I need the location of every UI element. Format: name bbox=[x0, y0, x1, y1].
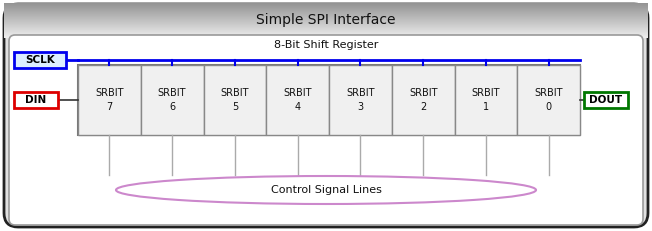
Bar bbox=[14, 92, 58, 108]
Text: SRBIT
7: SRBIT 7 bbox=[95, 88, 124, 112]
Ellipse shape bbox=[116, 176, 536, 204]
Bar bbox=[454, 65, 517, 135]
Bar bbox=[517, 65, 580, 135]
Text: SCLK: SCLK bbox=[25, 55, 55, 65]
Text: SRBIT
4: SRBIT 4 bbox=[284, 88, 312, 112]
Text: Simple SPI Interface: Simple SPI Interface bbox=[256, 13, 396, 27]
Bar bbox=[584, 92, 628, 108]
Text: DOUT: DOUT bbox=[589, 95, 623, 105]
Bar bbox=[266, 65, 329, 135]
Bar bbox=[392, 65, 454, 135]
Text: SRBIT
5: SRBIT 5 bbox=[220, 88, 249, 112]
Bar bbox=[14, 52, 66, 68]
Text: SRBIT
1: SRBIT 1 bbox=[471, 88, 500, 112]
FancyBboxPatch shape bbox=[4, 4, 648, 227]
Text: DIN: DIN bbox=[25, 95, 47, 105]
Text: SRBIT
2: SRBIT 2 bbox=[409, 88, 437, 112]
Text: 8-Bit Shift Register: 8-Bit Shift Register bbox=[274, 40, 378, 50]
Bar bbox=[78, 65, 580, 135]
Bar bbox=[78, 65, 141, 135]
Text: SRBIT
6: SRBIT 6 bbox=[158, 88, 186, 112]
Bar bbox=[203, 65, 266, 135]
Bar bbox=[329, 65, 392, 135]
FancyBboxPatch shape bbox=[9, 35, 643, 225]
Bar bbox=[141, 65, 203, 135]
Text: SRBIT
3: SRBIT 3 bbox=[346, 88, 375, 112]
Text: SRBIT
0: SRBIT 0 bbox=[535, 88, 563, 112]
Text: Control Signal Lines: Control Signal Lines bbox=[271, 185, 381, 195]
